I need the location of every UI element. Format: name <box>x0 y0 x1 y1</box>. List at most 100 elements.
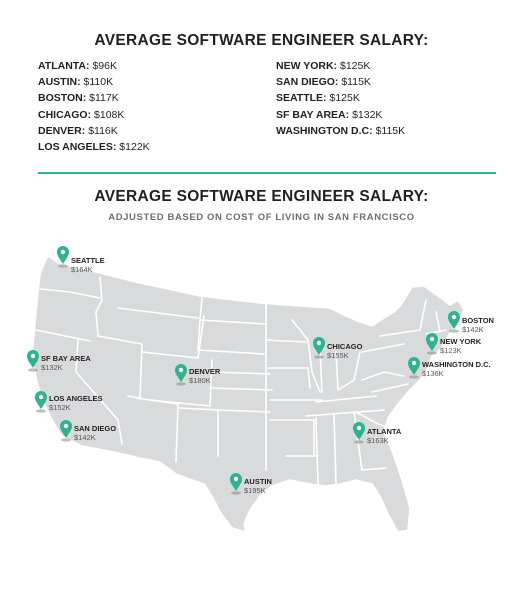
salary-city: SEATTLE: <box>276 92 327 105</box>
border-nc-sc <box>355 411 397 431</box>
marker-value: $164K <box>71 265 93 274</box>
border-or-ca <box>35 329 91 342</box>
pin-icon <box>57 246 69 268</box>
salary-value: $108K <box>94 108 125 121</box>
marker-city: SF BAY AREA <box>41 354 91 363</box>
marker-value: $136K <box>422 369 444 378</box>
pin-icon <box>313 337 325 359</box>
pins <box>27 246 460 495</box>
salary-city: AUSTIN: <box>38 76 81 89</box>
marker-boston: BOSTON $142K <box>462 316 494 334</box>
salary-value: $110K <box>83 76 114 89</box>
salary-value: $115K <box>375 124 406 137</box>
marker-city: LOS ANGELES <box>49 394 103 403</box>
marker-chicago: CHICAGO $155K <box>327 342 362 360</box>
salary-title: AVERAGE SOFTWARE ENGINEER SALARY: <box>94 32 429 49</box>
pin-icon <box>426 333 438 355</box>
salary-row-washington-dc: WASHINGTON D.C: $115K <box>276 123 405 139</box>
border-ky-tn <box>305 395 385 417</box>
us-outline <box>31 255 465 533</box>
marker-value: $132K <box>41 363 63 372</box>
salary-row-seattle: SEATTLE: $125K <box>276 90 405 106</box>
marker-city: SAN DIEGO <box>74 424 117 433</box>
border-ca-nv <box>75 339 123 445</box>
border-wa-or <box>39 288 101 299</box>
marker-austin: AUSTIN $195K <box>244 477 272 495</box>
marker-san-diego: SAN DIEGO $142K <box>74 424 116 442</box>
marker-los-angeles: LOS ANGELES $152K <box>49 394 102 412</box>
border-mn-ia-mo <box>265 339 323 401</box>
marker-washington-dc: WASHINGTON D.C. $136K <box>422 360 491 378</box>
marker-value: $142K <box>74 433 96 442</box>
salary-city: DENVER: <box>38 124 86 137</box>
border-ar-la <box>269 419 319 457</box>
marker-seattle: SEATTLE $164K <box>71 256 105 274</box>
salary-row-austin: AUSTIN: $110K <box>38 74 150 90</box>
border-wi-il <box>291 319 321 393</box>
marker-city: ATLANTA <box>367 427 402 436</box>
salary-city: NEW YORK: <box>276 60 338 72</box>
salary-value: $96K <box>92 60 117 72</box>
marker-value: $155K <box>327 351 349 360</box>
marker-value: $152K <box>49 403 71 412</box>
marker-value: $123K <box>440 346 462 355</box>
marker-atlanta: ATLANTA $163K <box>367 427 401 445</box>
salary-list-left: ATLANTA: $96K AUSTIN: $110K BOSTON: $117… <box>38 58 150 155</box>
salary-value: $116K <box>88 124 118 137</box>
salary-row-chicago: CHICAGO: $108K <box>38 107 150 123</box>
border-id <box>95 276 103 337</box>
marker-value: $163K <box>367 436 389 445</box>
marker-new-york: NEW YORK $123K <box>440 337 481 355</box>
border-va-wv-pa <box>361 343 409 393</box>
salary-city: LOS ANGELES: <box>38 141 117 154</box>
salary-list-right: NEW YORK: $125K SAN DIEGO: $115K SEATTLE… <box>276 58 405 139</box>
section-divider <box>38 172 496 174</box>
pin-icon <box>230 473 242 495</box>
marker-city: BOSTON <box>462 316 494 325</box>
salary-city: WASHINGTON D.C: <box>276 124 373 137</box>
salary-value: $122K <box>119 141 150 154</box>
border-ny-ne <box>379 299 447 337</box>
salary-row-atlanta: ATLANTA: $96K <box>38 58 150 74</box>
pin-icon <box>60 420 72 442</box>
salary-city: SAN DIEGO: <box>276 76 339 89</box>
marker-city: DENVER <box>189 367 221 376</box>
adjusted-salary-title: AVERAGE SOFTWARE ENGINEER SALARY: <box>94 188 429 205</box>
border-ne-ks-ok <box>209 371 273 413</box>
salary-value: $117K <box>89 92 119 105</box>
marker-denver: DENVER $180K <box>189 367 220 385</box>
marker-city: AUSTIN <box>244 477 272 486</box>
salary-city: CHICAGO: <box>38 108 92 121</box>
salary-city: SF BAY AREA: <box>276 108 350 121</box>
salary-row-los-angeles: LOS ANGELES: $122K <box>38 139 150 155</box>
salary-row-denver: DENVER: $116K <box>38 123 150 139</box>
salary-city: ATLANTA: <box>38 60 90 72</box>
marker-sf-bay-area: SF BAY AREA $132K <box>41 354 91 372</box>
marker-value: $142K <box>462 325 484 334</box>
marker-value: $180K <box>189 376 211 385</box>
salary-city: BOSTON: <box>38 92 87 105</box>
border-co-nm <box>149 359 213 407</box>
pin-icon <box>448 311 460 333</box>
salary-value: $115K <box>341 76 371 89</box>
pin-icon <box>408 357 420 379</box>
marker-city: CHICAGO <box>327 342 363 351</box>
pin-icon <box>353 422 365 444</box>
border-dakotas <box>197 297 267 355</box>
border-mt-wy <box>117 307 199 319</box>
pin-icon <box>175 364 187 386</box>
salary-value: $132K <box>352 108 383 121</box>
salary-row-boston: BOSTON: $117K <box>38 90 150 106</box>
border-mi-in-oh <box>319 347 361 393</box>
marker-city: WASHINGTON D.C. <box>422 360 491 369</box>
marker-city: NEW YORK <box>440 337 482 346</box>
pin-icon <box>35 391 47 413</box>
salary-value: $125K <box>339 60 371 72</box>
marker-city: SEATTLE <box>71 256 105 265</box>
border-wy-co-ut <box>141 315 205 359</box>
us-states <box>31 255 465 533</box>
adjusted-salary-subtitle: ADJUSTED BASED ON COST OF LIVING IN SAN … <box>108 212 415 223</box>
salary-value: $125K <box>329 92 360 105</box>
state-borders <box>35 276 447 485</box>
